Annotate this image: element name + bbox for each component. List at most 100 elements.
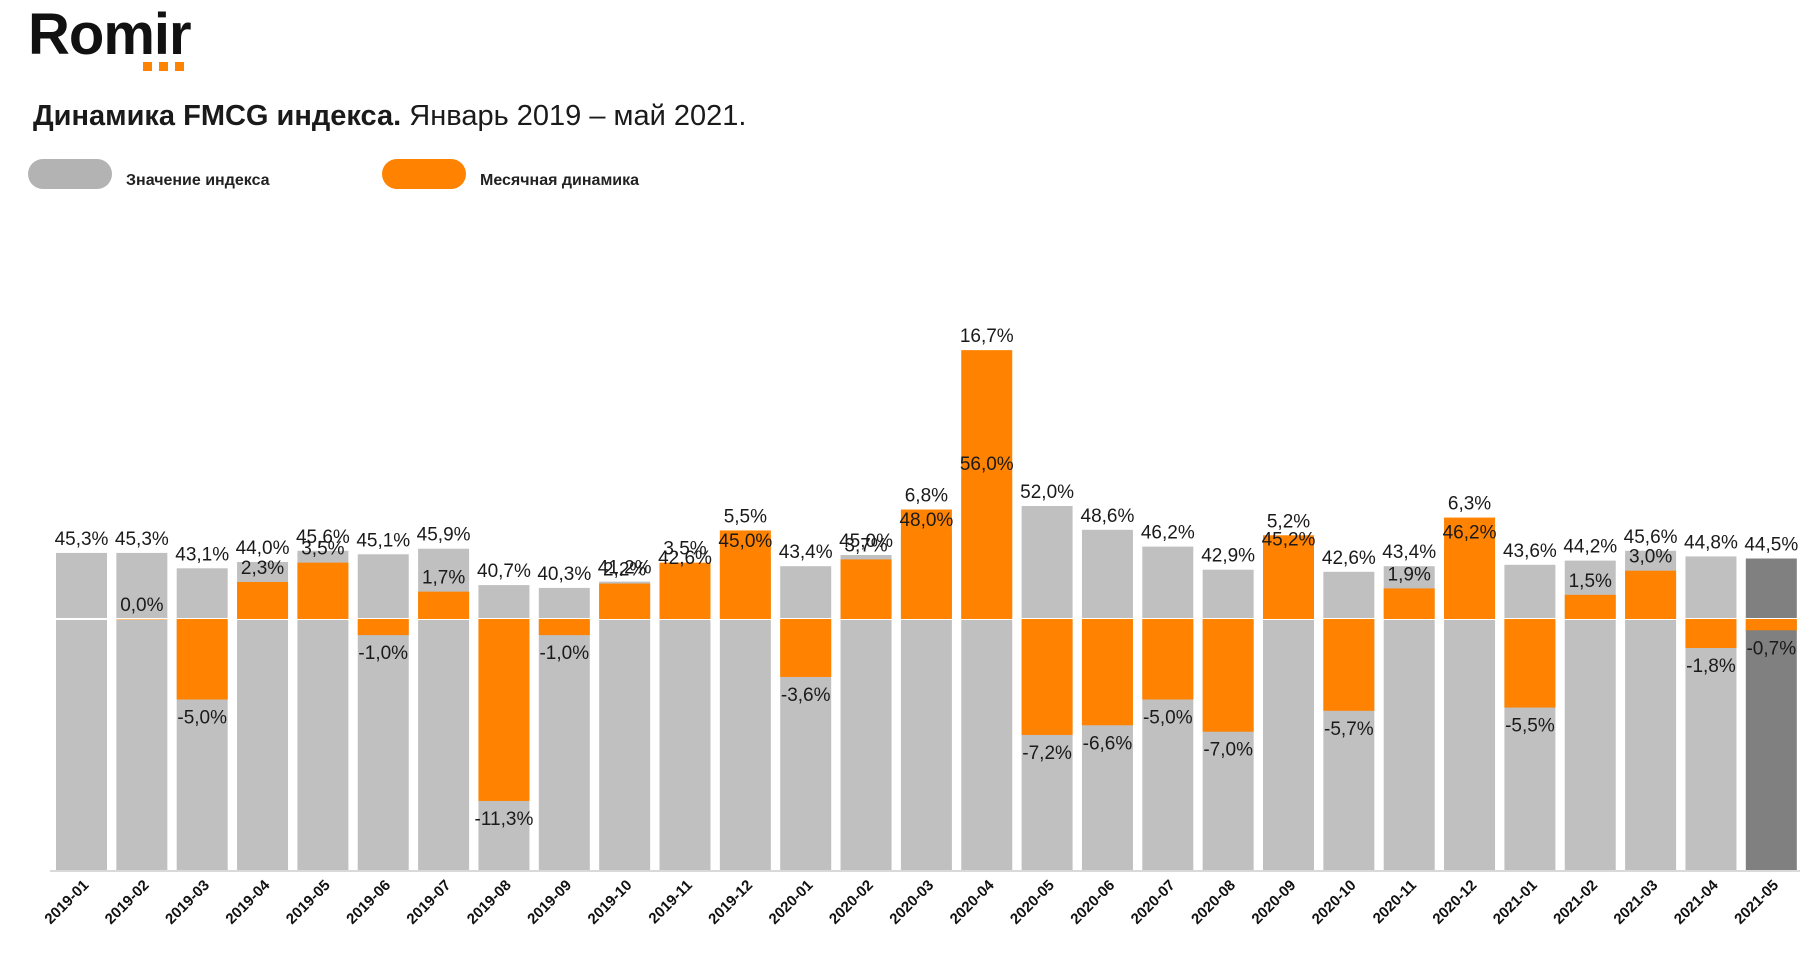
index-bar	[1504, 564, 1556, 870]
monthly-change-bar	[418, 591, 470, 619]
category-tick-label: 2020-09	[1248, 877, 1299, 928]
legend-label-monthly: Месячная динамика	[480, 172, 640, 189]
index-bar	[116, 552, 168, 870]
monthly-change-bar	[1202, 619, 1254, 732]
monthly-change-bar	[1081, 619, 1133, 726]
index-bar	[357, 554, 409, 870]
monthly-change-label: 1,7%	[422, 568, 465, 589]
category-tick-label: 2019-12	[705, 877, 756, 928]
index-value-label: 42,6%	[658, 548, 712, 569]
monthly-change-label: -5,0%	[177, 708, 227, 729]
index-value-label: 45,2%	[1262, 530, 1316, 551]
index-value-label: 56,0%	[960, 454, 1014, 475]
index-bar	[599, 581, 651, 870]
index-bar	[1745, 558, 1797, 870]
fmcg-index-chart: 45,3% 45,3% 43,1% 44,0% 45,6% 45,1% 45,9% 40,7%…	[41, 326, 1800, 928]
chart-title: Динамика FMCG индекса. Январь 2019 – май…	[33, 100, 746, 133]
monthly-change-label: 2,2%	[603, 560, 646, 581]
category-tick-label: 2021-03	[1610, 877, 1661, 928]
monthly-change-bar	[1504, 619, 1556, 708]
index-value-label: 45,3%	[55, 529, 109, 550]
monthly-change-label: -7,2%	[1022, 743, 1072, 764]
category-tick-label: 2019-08	[464, 877, 515, 928]
index-value-label: 43,6%	[1503, 541, 1557, 562]
monthly-change-label: 3,7%	[844, 535, 887, 556]
monthly-change-bar	[297, 562, 349, 619]
category-tick-label: 2020-10	[1309, 877, 1360, 928]
category-tick-label: 2020-03	[886, 877, 937, 928]
legend-swatch-monthly	[382, 159, 466, 189]
index-value-label: 42,6%	[1322, 548, 1376, 569]
category-tick-label: 2021-01	[1490, 877, 1541, 928]
monthly-change-bar	[176, 619, 228, 700]
monthly-change-label: 2,3%	[241, 558, 284, 579]
monthly-change-bar	[538, 619, 590, 636]
monthly-change-bar	[237, 581, 289, 619]
monthly-change-label: 5,5%	[724, 506, 767, 527]
category-tick-label: 2019-07	[403, 877, 454, 928]
romir-logo: Romir	[28, 2, 192, 71]
category-tick-label: 2021-02	[1550, 877, 1601, 928]
index-value-label: 44,0%	[236, 538, 290, 559]
index-value-label: 40,3%	[537, 564, 591, 585]
monthly-change-label: 5,2%	[1267, 511, 1310, 532]
monthly-change-label: -6,6%	[1083, 733, 1133, 754]
monthly-change-bar	[1564, 594, 1616, 619]
index-value-label: 44,8%	[1684, 532, 1738, 553]
index-value-label: 45,6%	[296, 527, 350, 548]
monthly-change-label: 0,0%	[120, 595, 163, 616]
chart-title-bold: Динамика FMCG индекса.	[33, 100, 402, 132]
monthly-change-bar	[478, 619, 530, 801]
monthly-change-label: 1,9%	[1388, 564, 1431, 585]
category-tick-label: 2021-04	[1671, 876, 1722, 927]
monthly-change-bar	[1625, 570, 1677, 619]
category-tick-label: 2020-01	[766, 877, 817, 928]
category-tick-label: 2019-05	[283, 877, 334, 928]
monthly-change-bar	[1263, 535, 1314, 619]
category-tick-label: 2020-02	[826, 877, 877, 928]
monthly-change-label: -1,0%	[539, 643, 589, 664]
index-value-label: 44,5%	[1744, 535, 1798, 556]
category-tick-label: 2020-04	[947, 876, 998, 927]
monthly-change-bar	[900, 509, 952, 619]
category-tick-label: 2019-03	[162, 877, 213, 928]
category-tick-label: 2019-09	[524, 877, 575, 928]
monthly-change-label: -0,7%	[1746, 638, 1796, 659]
category-tick-label: 2020-07	[1128, 877, 1179, 928]
category-tick-label: 2019-04	[222, 876, 273, 927]
legend-item-index: Значение индекса	[28, 158, 270, 190]
monthly-change-bar	[961, 350, 1013, 619]
monthly-change-bar	[659, 562, 711, 619]
legend-swatch-index	[28, 159, 112, 189]
monthly-change-bar	[840, 559, 892, 619]
category-tick-label: 2020-06	[1067, 877, 1118, 928]
monthly-change-bar	[599, 583, 651, 619]
index-value-label: 45,6%	[1624, 527, 1678, 548]
index-value-label: 43,4%	[779, 542, 833, 563]
index-value-label: 43,4%	[1382, 542, 1436, 563]
index-value-label: 46,2%	[1443, 523, 1497, 544]
index-value-label: 42,9%	[1201, 546, 1255, 567]
monthly-change-label: -5,7%	[1324, 719, 1374, 740]
category-tick-label: 2019-11	[645, 877, 695, 927]
index-bar	[1685, 556, 1737, 870]
monthly-change-bar	[1685, 619, 1737, 648]
index-bar	[56, 552, 107, 870]
monthly-change-label: -5,5%	[1505, 716, 1555, 737]
chart-title-period: Январь 2019 – май 2021.	[401, 100, 747, 132]
monthly-change-label: -11,3%	[475, 809, 534, 830]
index-value-label: 45,0%	[718, 531, 772, 552]
index-value-label: 40,7%	[477, 561, 531, 582]
index-bar	[1142, 546, 1194, 870]
category-tick-label: 2019-10	[585, 877, 636, 928]
monthly-change-bar	[357, 619, 409, 636]
index-value-label: 44,2%	[1563, 537, 1617, 558]
index-value-label: 52,0%	[1020, 482, 1074, 503]
monthly-change-label: 3,0%	[1629, 547, 1672, 568]
monthly-change-label: 3,5%	[663, 539, 706, 560]
category-tick-label: 2019-02	[102, 877, 153, 928]
monthly-change-label: 6,8%	[905, 486, 948, 507]
index-value-label: 48,0%	[899, 510, 953, 531]
index-value-label: 41,2%	[598, 558, 652, 579]
category-tick-label: 2020-08	[1188, 877, 1239, 928]
